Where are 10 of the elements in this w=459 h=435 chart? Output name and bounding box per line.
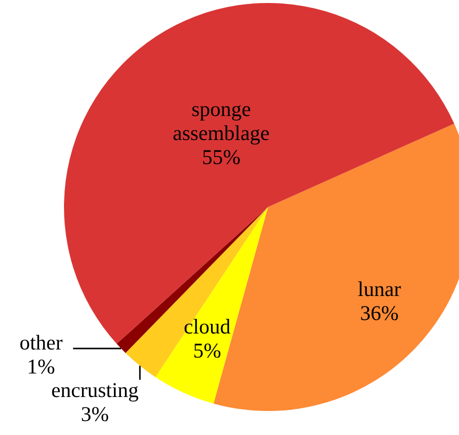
data-label: 36% [360,300,399,325]
slice-label: encrusting [51,378,140,402]
slice-label: cloud [184,314,231,339]
data-label: 3% [80,402,109,426]
data-label: 5% [193,338,222,363]
slice-label: sponge assemblage [172,97,270,146]
slice-label: other [19,330,63,354]
data-label: 55% [202,145,240,170]
data-label: 1% [27,354,56,378]
slice-label: lunar [358,276,401,301]
